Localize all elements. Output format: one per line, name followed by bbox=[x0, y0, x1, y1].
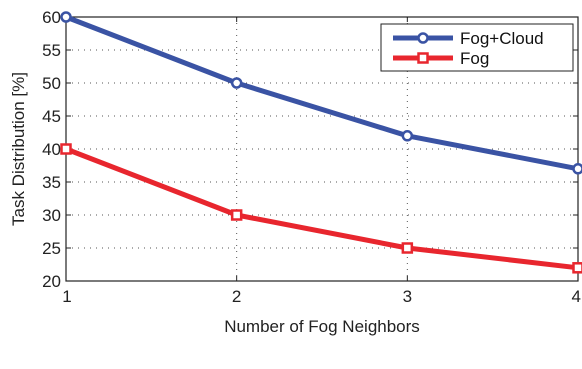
y-tick-label: 55 bbox=[42, 41, 61, 60]
data-point-circle bbox=[401, 130, 414, 142]
legend-marker-circle bbox=[417, 32, 429, 44]
data-point-square bbox=[230, 209, 243, 221]
legend-label: Fog bbox=[460, 49, 489, 68]
series-line-fog bbox=[65, 146, 579, 271]
series-layer bbox=[60, 11, 582, 274]
legend-box bbox=[380, 23, 574, 72]
x-tick-label: 1 bbox=[62, 287, 71, 306]
y-tick-label: 40 bbox=[42, 140, 61, 159]
y-tick-label: 50 bbox=[42, 74, 61, 93]
legend-label: Fog+Cloud bbox=[460, 29, 544, 48]
series-line-fog-cloud bbox=[65, 14, 579, 172]
data-point-circle bbox=[60, 11, 72, 23]
data-point-circle bbox=[572, 163, 582, 175]
y-tick-label: 60 bbox=[42, 8, 61, 27]
data-point-square bbox=[572, 262, 582, 274]
x-axis-label: Number of Fog Neighbors bbox=[224, 317, 420, 336]
x-tick-label: 2 bbox=[232, 287, 241, 306]
tick-labels: 20 25 30 35 40 45 50 55 60 1 2 3 4 bbox=[42, 8, 581, 306]
x-tick-label: 3 bbox=[403, 287, 412, 306]
data-point-circle bbox=[230, 77, 243, 89]
y-tick-label: 35 bbox=[42, 173, 61, 192]
y-tick-label: 20 bbox=[42, 272, 61, 291]
x-tick-label: 4 bbox=[572, 287, 581, 306]
y-axis-label: Task Distribution [%] bbox=[9, 72, 28, 226]
y-tick-label: 30 bbox=[42, 206, 61, 225]
y-tick-label: 45 bbox=[42, 107, 61, 126]
y-tick-label: 25 bbox=[42, 239, 61, 258]
legend-marker-square bbox=[417, 52, 429, 64]
data-point-square bbox=[401, 242, 414, 254]
data-point-square bbox=[60, 143, 72, 155]
